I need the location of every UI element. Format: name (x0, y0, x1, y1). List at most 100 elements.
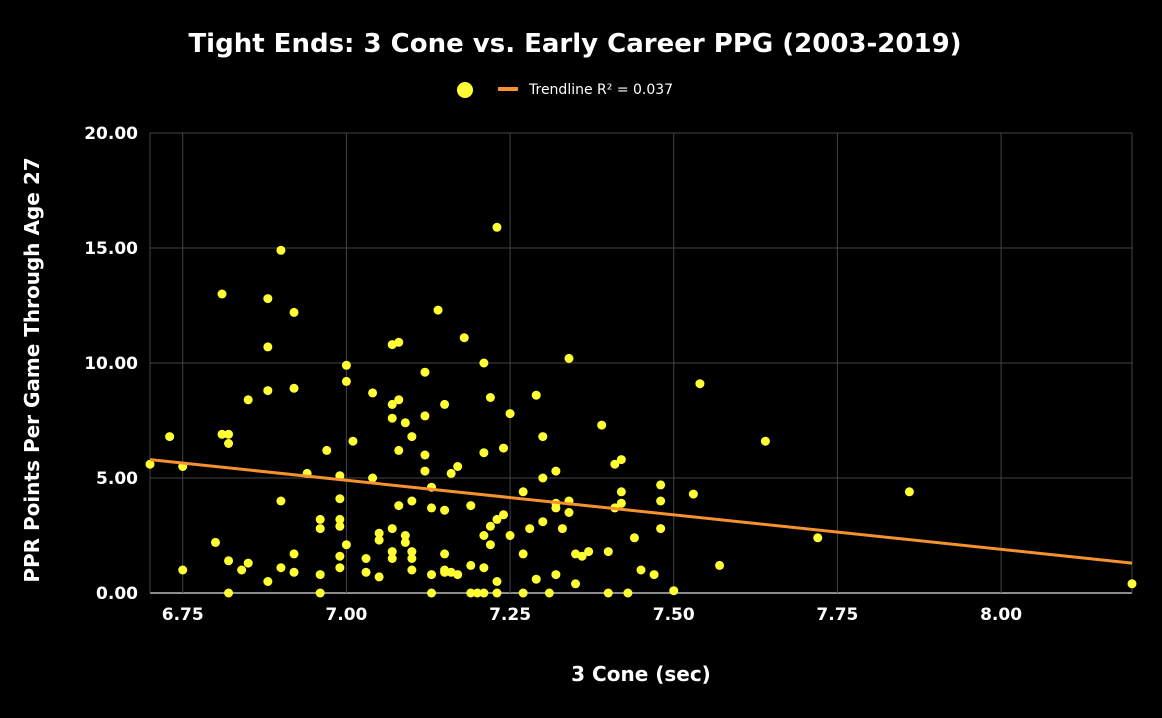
data-point (224, 429, 234, 439)
data-point (603, 547, 613, 557)
data-point (407, 547, 417, 557)
data-point (525, 524, 535, 534)
data-point (603, 588, 613, 598)
data-point (459, 333, 469, 343)
data-point (538, 473, 548, 483)
data-point (243, 558, 253, 568)
data-point (420, 411, 430, 421)
data-point (1127, 579, 1137, 589)
data-point (485, 393, 495, 402)
legend-label-trendline: Trendline R² = 0.037 (528, 82, 673, 98)
data-point (616, 487, 626, 497)
data-point (492, 577, 502, 586)
data-point (145, 459, 155, 469)
data-point (322, 445, 332, 455)
y-axis-label: PPR Points Per Game Through Age 27 (20, 157, 44, 582)
data-point (374, 535, 384, 545)
data-point (688, 489, 698, 499)
data-point (374, 528, 384, 538)
data-point (289, 549, 299, 559)
data-point (335, 494, 345, 504)
x-tick-label: 6.75 (162, 605, 204, 625)
data-point (440, 505, 450, 515)
data-point (263, 342, 273, 352)
data-point (440, 567, 450, 577)
data-point (656, 480, 666, 490)
data-point (224, 588, 234, 598)
data-point (224, 556, 234, 566)
data-point (453, 570, 463, 580)
data-point (341, 376, 351, 386)
data-point (335, 551, 345, 561)
data-point (335, 521, 345, 531)
data-point (335, 514, 345, 524)
y-tick-label: 5.00 (96, 469, 138, 489)
data-point (623, 588, 633, 598)
data-point (400, 418, 410, 428)
data-point (649, 570, 659, 580)
data-point (499, 443, 509, 453)
data-point (178, 565, 188, 575)
data-point (400, 537, 410, 547)
data-point (813, 533, 823, 543)
data-point (263, 577, 273, 586)
trendline-layer (149, 458, 1133, 565)
data-point (571, 579, 581, 589)
data-point (387, 524, 397, 534)
data-point (315, 570, 325, 580)
data-point (479, 563, 489, 573)
data-point (289, 307, 299, 317)
data-point (315, 524, 325, 534)
data-point (499, 510, 509, 520)
data-point (466, 501, 476, 511)
data-point (394, 501, 404, 511)
data-point (564, 508, 574, 517)
data-point (341, 540, 351, 550)
data-point (420, 466, 430, 476)
data-point (263, 386, 273, 396)
data-point (695, 379, 705, 389)
data-point (427, 588, 437, 598)
data-point (243, 395, 253, 405)
data-point (531, 390, 541, 400)
data-point (348, 436, 358, 446)
data-point (387, 554, 397, 563)
data-point (616, 498, 626, 508)
data-point (479, 358, 489, 368)
data-point (387, 399, 397, 409)
y-tick-label: 15.00 (84, 239, 138, 259)
x-tick-label: 7.25 (489, 605, 531, 625)
data-point (374, 572, 384, 582)
data-point (610, 459, 620, 469)
data-point (629, 533, 639, 543)
data-point (387, 547, 397, 557)
data-point (276, 496, 286, 506)
x-tick-label: 7.75 (816, 605, 858, 625)
data-point (368, 473, 378, 483)
data-point (407, 565, 417, 575)
data-point (538, 432, 548, 442)
data-point (505, 531, 515, 540)
data-points (145, 222, 1137, 598)
data-point (551, 503, 561, 513)
data-point (453, 462, 463, 471)
data-point (210, 537, 220, 547)
y-tick-label: 10.00 (84, 354, 138, 374)
y-tick-labels: 0.00 5.00 10.00 15.00 20.00 (84, 124, 138, 604)
data-point (217, 289, 227, 299)
data-point (289, 567, 299, 577)
data-point (492, 514, 502, 524)
data-point (557, 524, 567, 534)
data-point (518, 588, 528, 598)
data-point (669, 586, 679, 596)
data-point (597, 420, 607, 430)
data-point (224, 439, 234, 448)
data-point (394, 445, 404, 455)
data-point (616, 455, 626, 465)
data-point (263, 294, 273, 304)
data-point (656, 524, 666, 534)
data-point (472, 588, 482, 598)
data-point (485, 540, 495, 550)
data-point (505, 409, 515, 419)
